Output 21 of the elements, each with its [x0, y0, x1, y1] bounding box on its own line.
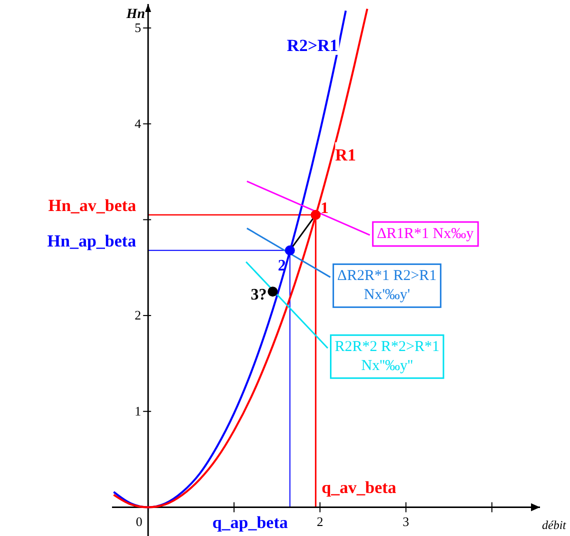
series-label: R1 [335, 145, 356, 164]
annotation: ΔR2R*1 R2>R1 Nx'‰y' [337, 268, 437, 304]
x-tick-label: 3 [402, 514, 410, 530]
x-axis-title: débit [542, 518, 567, 532]
annotation: R2R*2 R*2>R*1 Nx''‰y'' [334, 339, 440, 374]
annotation: 3? [250, 286, 267, 304]
series-label: R2>R1 [286, 36, 338, 55]
ref-line-label: Hn_ap_beta [47, 231, 137, 250]
y-tick-label: 5 [134, 20, 142, 35]
ref-line-label: q_ap_beta [212, 513, 288, 532]
y-tick-label: 2 [134, 308, 142, 323]
annotation: ΔR1R*1 Nx‰y [376, 226, 474, 242]
y-tick-label: 4 [134, 116, 142, 131]
y-tick-label: 1 [134, 403, 142, 418]
ref-line-label: q_av_beta [322, 478, 397, 498]
annotation: 2 [278, 257, 286, 274]
annotation: 1 [320, 200, 329, 217]
x-tick-label: 0 [136, 514, 142, 530]
x-tick-label: 2 [316, 514, 324, 530]
ref-line-label: Hn_av_beta [48, 196, 137, 215]
y-axis-title: Hn [125, 7, 146, 22]
